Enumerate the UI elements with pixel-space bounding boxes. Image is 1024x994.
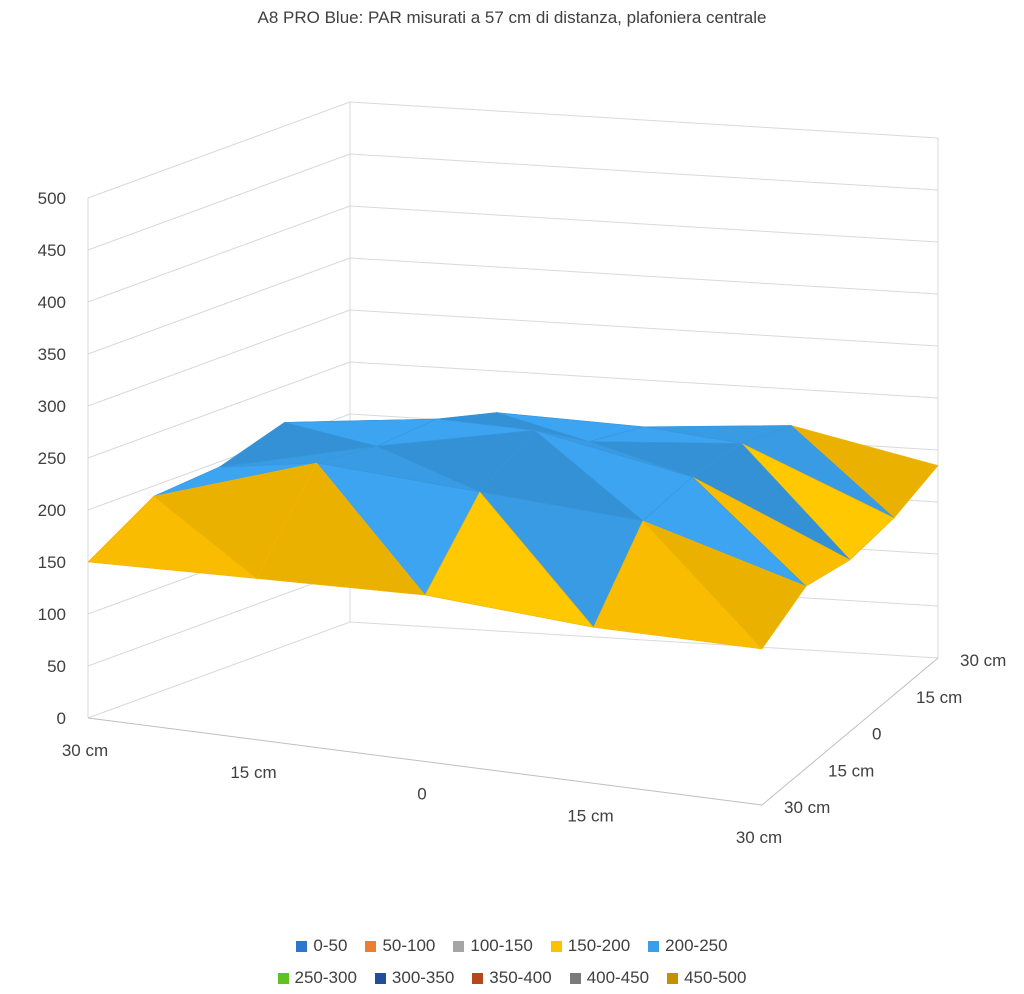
x-tick-label: 30 cm (736, 828, 782, 847)
y-axis-line (761, 657, 939, 806)
legend-swatch (472, 972, 484, 984)
x-tick-label: 15 cm (567, 806, 613, 825)
legend-swatch (569, 972, 581, 984)
legend-item: 100-150 (453, 936, 533, 956)
legend-label: 200-250 (665, 936, 728, 955)
legend-swatch (365, 940, 377, 952)
surface (87, 412, 939, 650)
legend-swatch (667, 972, 679, 984)
z-tick-label: 400 (38, 293, 66, 312)
back-walls (88, 102, 938, 718)
legend-swatch (277, 972, 289, 984)
gridlines (87, 101, 939, 719)
surface-facet (87, 496, 257, 579)
x-tick-label: 0 (417, 785, 426, 804)
legend-item: 50-100 (365, 936, 435, 956)
z-tick-label: 150 (38, 553, 66, 572)
z-tick-label: 50 (47, 657, 66, 676)
legend-swatch (296, 940, 308, 952)
legend-item: 150-200 (550, 936, 631, 956)
legend-label: 400-450 (586, 968, 650, 987)
surface-facet (593, 520, 763, 650)
y-tick-label: 15 cm (828, 761, 874, 780)
x-tick-label: 30 cm (62, 741, 108, 760)
legend: 0-50 50-100 100-150 150-200 200-250 250-300 3… (0, 930, 1024, 994)
legend-item: 250-300 (277, 968, 357, 988)
chart-title: A8 PRO Blue: PAR misurati a 57 cm di dis… (257, 8, 767, 27)
y-tick-label: 15 cm (916, 688, 962, 707)
x-axis-line (87, 717, 763, 806)
z-tick-label: 0 (57, 709, 66, 728)
legend-swatch (648, 940, 660, 952)
axes (87, 657, 939, 806)
legend-item: 350-400 (472, 968, 552, 988)
legend-item: 300-350 (374, 968, 455, 988)
legend-label: 0-50 (313, 936, 348, 955)
legend-label: 350-400 (489, 968, 552, 987)
x-tick-label: 15 cm (230, 763, 276, 782)
legend-label: 150-200 (567, 936, 631, 955)
z-axis-ticks: 0 50 100 150 200 250 300 350 400 450 500 (38, 189, 66, 728)
z-tick-label: 450 (38, 241, 66, 260)
legend-swatch (550, 940, 562, 952)
legend-label: 300-350 (391, 968, 455, 987)
legend-label: 450-500 (684, 968, 747, 987)
legend-row: 0-50 50-100 100-150 150-200 200-250 (0, 930, 1024, 962)
surface-facet (424, 491, 594, 628)
legend-item: 0-50 (296, 936, 347, 956)
legend-label: 50-100 (382, 936, 436, 955)
legend-label: 100-150 (470, 936, 533, 955)
y-axis-ticks: 30 cm 15 cm 0 15 cm 30 cm (784, 651, 1006, 817)
x-axis-ticks: 30 cm 15 cm 0 15 cm 30 cm (62, 741, 782, 847)
legend-swatch (453, 940, 465, 952)
legend-item: 400-450 (569, 968, 650, 988)
z-tick-label: 250 (38, 449, 66, 468)
legend-swatch (374, 972, 386, 984)
z-tick-label: 100 (38, 605, 66, 624)
legend-item: 200-250 (648, 936, 728, 956)
z-tick-label: 200 (38, 501, 66, 520)
legend-item: 450-500 (667, 968, 746, 988)
y-tick-label: 30 cm (960, 651, 1006, 670)
y-tick-label: 30 cm (784, 798, 830, 817)
legend-label: 250-300 (294, 968, 357, 987)
y-tick-label: 0 (872, 725, 881, 744)
z-tick-label: 350 (38, 345, 66, 364)
legend-row: 250-300 300-350 350-400 400-450 450-500 (0, 962, 1024, 994)
surface-facet (256, 462, 426, 596)
z-tick-label: 500 (38, 189, 66, 208)
z-tick-label: 300 (38, 397, 66, 416)
